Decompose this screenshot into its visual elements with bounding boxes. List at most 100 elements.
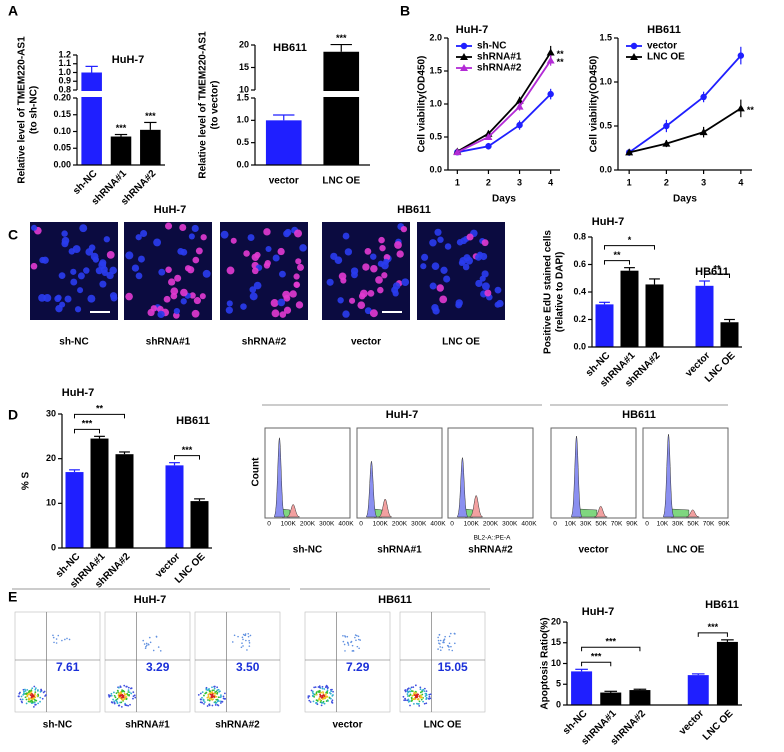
y-tick-label: 1.5 bbox=[429, 65, 442, 75]
cell bbox=[137, 255, 145, 263]
event bbox=[115, 692, 118, 695]
cell bbox=[282, 290, 291, 299]
cell bbox=[277, 298, 286, 307]
event bbox=[145, 644, 148, 647]
cell bbox=[349, 297, 356, 304]
event bbox=[355, 639, 357, 642]
y-tick-label: 0.10 bbox=[53, 126, 71, 136]
apoptosis-ratio: 7.61 bbox=[56, 660, 80, 674]
event bbox=[319, 694, 322, 697]
event bbox=[64, 638, 66, 641]
event bbox=[110, 694, 113, 697]
event bbox=[317, 690, 320, 693]
y-axis-label: Relative level of TMEM220-AS1 bbox=[198, 31, 209, 179]
event bbox=[120, 698, 123, 701]
event bbox=[201, 696, 203, 699]
cell bbox=[95, 267, 103, 275]
event bbox=[421, 690, 423, 693]
y-axis-label: Cell viability(OD450) bbox=[417, 56, 428, 153]
event bbox=[147, 643, 150, 646]
event bbox=[330, 690, 333, 693]
y-tick-label: 20 bbox=[239, 39, 249, 49]
group-title: HB611 bbox=[695, 266, 729, 278]
event bbox=[319, 701, 322, 704]
bar bbox=[720, 322, 739, 347]
point bbox=[625, 148, 634, 156]
event bbox=[113, 700, 116, 703]
cell bbox=[64, 295, 72, 303]
event bbox=[419, 695, 422, 698]
event bbox=[18, 692, 21, 695]
cell bbox=[367, 289, 375, 297]
cell bbox=[443, 275, 451, 283]
group-label: HuH-7 bbox=[154, 204, 186, 216]
g2-peak bbox=[594, 505, 608, 518]
event bbox=[422, 700, 425, 703]
cell bbox=[342, 310, 350, 318]
x-tick-label: 1 bbox=[455, 177, 460, 187]
cell bbox=[481, 282, 490, 291]
cell bbox=[383, 258, 390, 265]
significance-label: *** bbox=[605, 637, 616, 647]
event bbox=[231, 641, 234, 643]
event bbox=[206, 689, 209, 692]
event bbox=[414, 690, 417, 693]
y-tick-label: 0.0 bbox=[429, 164, 442, 174]
cell bbox=[299, 244, 307, 252]
event bbox=[425, 694, 428, 697]
event bbox=[244, 633, 247, 635]
event bbox=[451, 649, 454, 652]
event bbox=[52, 636, 55, 639]
event bbox=[316, 703, 319, 706]
cell bbox=[165, 266, 172, 274]
image-caption: sh-NC bbox=[59, 337, 88, 348]
cell bbox=[77, 272, 85, 280]
histogram-tick-label: 30K bbox=[672, 521, 684, 528]
cell bbox=[358, 292, 366, 300]
histogram-tick-label: 90K bbox=[626, 521, 638, 528]
y-axis-label: Relative level of TMEM220-AS1 bbox=[17, 36, 28, 184]
event bbox=[409, 690, 412, 693]
event bbox=[220, 694, 222, 697]
cell bbox=[432, 307, 440, 315]
significance-label: *** bbox=[708, 622, 719, 632]
chart-title: HuH-7 bbox=[456, 24, 488, 36]
event bbox=[36, 695, 39, 697]
group-title: HB611 bbox=[705, 599, 739, 611]
histogram-tick-label: 400K bbox=[338, 521, 354, 528]
x-tick-label: 2 bbox=[664, 177, 669, 187]
histogram-tick-label: 200K bbox=[483, 521, 499, 528]
event bbox=[113, 694, 116, 697]
event bbox=[233, 634, 236, 637]
event bbox=[248, 639, 250, 642]
event bbox=[356, 645, 359, 648]
event bbox=[132, 695, 135, 698]
event bbox=[242, 638, 244, 641]
event bbox=[344, 635, 346, 637]
event bbox=[307, 696, 310, 699]
cell bbox=[55, 304, 63, 313]
bar bbox=[571, 671, 593, 705]
chart-title: HB611 bbox=[647, 24, 681, 36]
event bbox=[17, 695, 20, 698]
event bbox=[24, 690, 27, 692]
histogram-caption: shRNA#1 bbox=[377, 545, 422, 556]
x-tick-label: sh-NC bbox=[71, 168, 100, 197]
histogram-caption: sh-NC bbox=[293, 545, 322, 556]
event bbox=[112, 698, 114, 701]
event bbox=[214, 704, 217, 706]
event bbox=[55, 642, 58, 644]
cell bbox=[279, 311, 287, 318]
cell bbox=[420, 263, 427, 270]
event bbox=[117, 686, 120, 689]
axis-break bbox=[253, 91, 372, 97]
event bbox=[23, 690, 25, 693]
bar bbox=[595, 304, 614, 347]
x-tick-label: vector bbox=[269, 176, 299, 187]
g2-peak bbox=[686, 509, 700, 518]
histogram-tick-label: 30K bbox=[580, 521, 592, 528]
point bbox=[453, 148, 462, 156]
event bbox=[416, 693, 419, 696]
event bbox=[129, 703, 131, 706]
cell bbox=[378, 236, 385, 244]
